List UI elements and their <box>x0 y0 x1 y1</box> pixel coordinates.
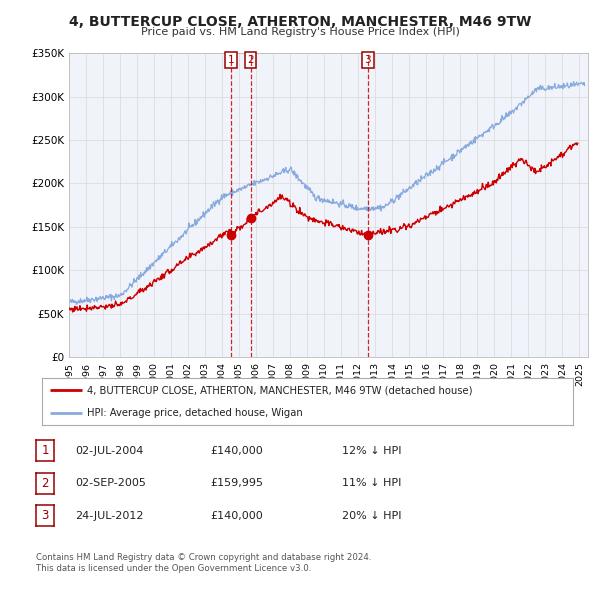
Text: This data is licensed under the Open Government Licence v3.0.: This data is licensed under the Open Gov… <box>36 564 311 573</box>
Text: £159,995: £159,995 <box>210 478 263 488</box>
Text: 12% ↓ HPI: 12% ↓ HPI <box>342 446 401 455</box>
Text: 3: 3 <box>364 55 371 65</box>
Text: 1: 1 <box>227 55 234 65</box>
Text: 20% ↓ HPI: 20% ↓ HPI <box>342 511 401 520</box>
Text: 3: 3 <box>41 509 49 522</box>
Text: 11% ↓ HPI: 11% ↓ HPI <box>342 478 401 488</box>
Text: HPI: Average price, detached house, Wigan: HPI: Average price, detached house, Wiga… <box>87 408 303 418</box>
Text: Contains HM Land Registry data © Crown copyright and database right 2024.: Contains HM Land Registry data © Crown c… <box>36 553 371 562</box>
Text: 02-JUL-2004: 02-JUL-2004 <box>75 446 143 455</box>
Text: 2: 2 <box>41 477 49 490</box>
Text: 24-JUL-2012: 24-JUL-2012 <box>75 511 143 520</box>
Text: 2: 2 <box>247 55 254 65</box>
Text: 4, BUTTERCUP CLOSE, ATHERTON, MANCHESTER, M46 9TW: 4, BUTTERCUP CLOSE, ATHERTON, MANCHESTER… <box>69 15 531 29</box>
Text: Price paid vs. HM Land Registry's House Price Index (HPI): Price paid vs. HM Land Registry's House … <box>140 27 460 37</box>
Text: £140,000: £140,000 <box>210 446 263 455</box>
Text: £140,000: £140,000 <box>210 511 263 520</box>
Text: 4, BUTTERCUP CLOSE, ATHERTON, MANCHESTER, M46 9TW (detached house): 4, BUTTERCUP CLOSE, ATHERTON, MANCHESTER… <box>87 385 473 395</box>
Text: 02-SEP-2005: 02-SEP-2005 <box>75 478 146 488</box>
Text: 1: 1 <box>41 444 49 457</box>
